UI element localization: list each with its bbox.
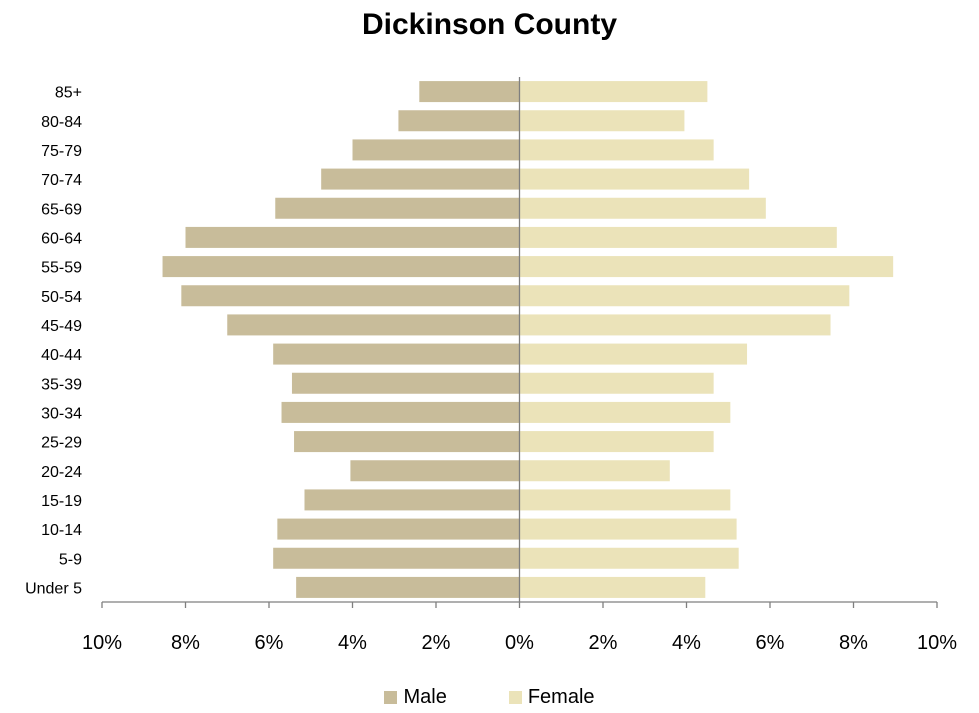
x-tick-label: 8% [171,632,200,654]
legend-label-male: Male [403,686,447,708]
bar-male-35-39 [291,372,520,394]
x-tick-label: 2% [589,632,618,654]
bar-female-25-29 [519,431,714,453]
bar-male-65-69 [275,197,520,219]
y-tick-label: 55-59 [41,260,82,277]
legend-swatch-male [384,691,398,704]
bar-male-under-5 [296,576,520,598]
bar-male-60-64 [185,226,520,248]
y-tick-label: 5-9 [59,551,82,568]
bar-male-45-49 [227,314,520,336]
bar-female-45-49 [519,314,831,336]
bar-female-5-9 [519,547,739,569]
chart-title: Dickinson County [361,8,617,41]
y-tick-label: 25-29 [41,435,82,452]
y-tick-label: 60-64 [41,230,82,247]
bar-male-50-54 [181,285,520,307]
y-tick-label: 35-39 [41,376,82,393]
y-tick-label: 30-34 [41,405,82,422]
bar-female-10-14 [519,518,737,540]
y-tick-label: 80-84 [41,114,82,131]
x-tick-label: 6% [255,632,284,654]
bar-male-5-9 [273,547,520,569]
x-tick-label: 0% [505,632,534,654]
y-tick-label: 50-54 [41,289,82,306]
bar-male-85+ [419,81,520,103]
bar-female-under-5 [519,576,706,598]
x-tick-label: 10% [82,632,122,654]
bar-female-65-69 [519,197,766,219]
y-tick-label: Under 5 [25,580,82,597]
bar-female-50-54 [519,285,850,307]
bar-female-70-74 [519,168,750,190]
y-tick-label: 70-74 [41,172,82,189]
bar-male-70-74 [321,168,520,190]
y-tick-label: 85+ [55,85,82,102]
bar-female-15-19 [519,489,731,511]
y-tick-label: 75-79 [41,143,82,160]
bars-group [162,81,894,598]
bar-male-30-34 [281,401,520,423]
bar-female-30-34 [519,401,731,423]
y-axis-labels: Under 5 5-9 10-14 15-19 20-24 25-29 30-34 35-39… [25,85,82,598]
y-tick-label: 15-19 [41,493,82,510]
bar-female-35-39 [519,372,714,394]
x-tick-label: 6% [756,632,785,654]
x-tick-label: 8% [839,632,868,654]
legend-item-male: Male [384,686,447,709]
x-tick-label: 10% [917,632,957,654]
bar-male-55-59 [162,256,520,278]
bar-male-15-19 [304,489,520,511]
y-tick-label: 65-69 [41,201,82,218]
x-tick-label: 2% [422,632,451,654]
bar-male-25-29 [294,431,520,453]
legend: Male Female [0,686,979,709]
bar-male-75-79 [352,139,520,161]
bar-female-55-59 [519,256,894,278]
bar-female-20-24 [519,460,670,482]
bar-female-85+ [519,81,708,103]
legend-item-female: Female [508,686,595,709]
legend-swatch-female [508,691,522,704]
bar-female-75-79 [519,139,714,161]
bar-female-40-44 [519,343,748,365]
x-tick-label: 4% [672,632,701,654]
bar-male-80-84 [398,110,520,132]
bar-female-80-84 [519,110,685,132]
bar-male-20-24 [350,460,520,482]
bar-male-10-14 [277,518,520,540]
y-tick-label: 40-44 [41,347,82,364]
bar-male-40-44 [273,343,520,365]
legend-label-female: Female [527,686,595,708]
y-tick-label: 10-14 [41,522,82,539]
y-tick-label: 20-24 [41,464,82,481]
x-tick-label: 4% [338,632,367,654]
x-axis: 10% 8% 6% 4% 2% 0% 2% 4% 6% 8% 10% [82,77,957,654]
y-tick-label: 45-49 [41,318,82,335]
bar-female-60-64 [519,226,837,248]
